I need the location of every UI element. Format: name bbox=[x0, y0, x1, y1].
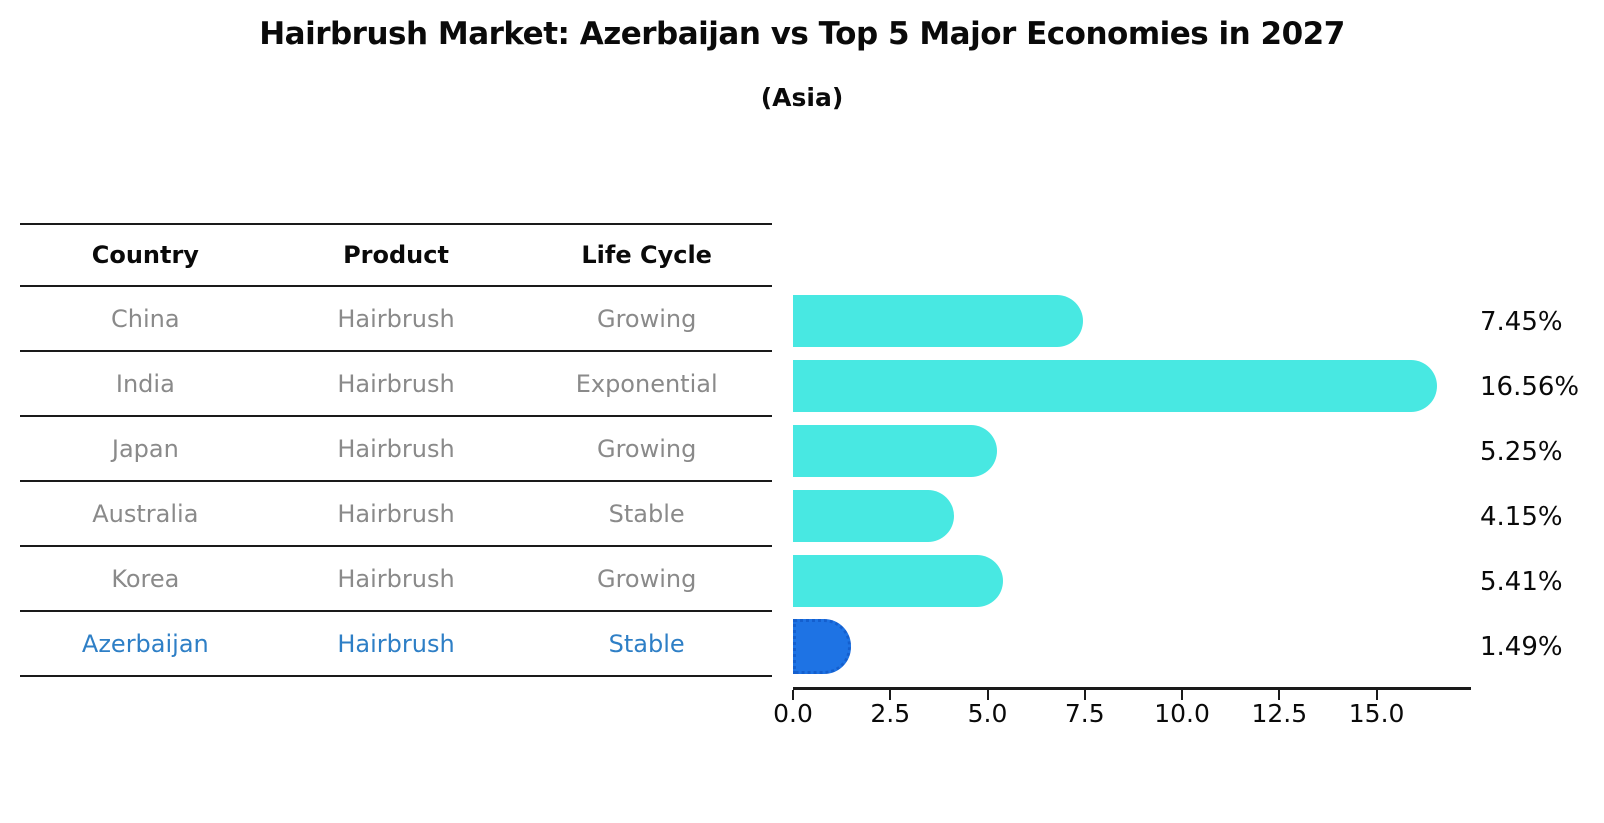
value-label: 7.45% bbox=[1480, 306, 1563, 337]
value-label: 5.41% bbox=[1480, 566, 1563, 597]
x-axis-tick-label: 5.0 bbox=[967, 699, 1008, 728]
life-cycle-cell: Exponential bbox=[575, 369, 718, 398]
product-cell: Hairbrush bbox=[337, 304, 455, 333]
x-axis-tick-mark bbox=[1181, 690, 1184, 700]
chart-subtitle: (Asia) bbox=[760, 83, 844, 112]
x-axis-tick-label: 10.0 bbox=[1154, 699, 1210, 728]
column-header-life-cycle: Life Cycle bbox=[581, 241, 712, 269]
value-label: 5.25% bbox=[1480, 436, 1563, 467]
x-axis-tick-mark bbox=[1083, 690, 1086, 700]
column-header-product: Product bbox=[343, 241, 449, 269]
table-row: China Hairbrush Growing bbox=[20, 287, 772, 352]
column-header-country: Country bbox=[91, 241, 199, 269]
table-row: Japan Hairbrush Growing bbox=[20, 417, 772, 482]
country-cell: Korea bbox=[111, 564, 180, 593]
product-cell: Hairbrush bbox=[337, 499, 455, 528]
x-axis-tick-mark bbox=[986, 690, 989, 700]
life-cycle-cell: Growing bbox=[596, 564, 697, 593]
x-axis-tick-label: 12.5 bbox=[1251, 699, 1308, 728]
table-row: Australia Hairbrush Stable bbox=[20, 482, 772, 547]
bar-india bbox=[793, 360, 1438, 412]
bar-chart-area bbox=[793, 289, 1470, 679]
bar-azerbaijan-highlighted bbox=[793, 619, 851, 674]
x-axis-tick-label: 7.5 bbox=[1064, 699, 1105, 728]
life-cycle-cell: Growing bbox=[596, 434, 697, 463]
country-cell: Australia bbox=[92, 499, 199, 528]
value-label-column: 7.45% 16.56% 5.25% 4.15% 5.41% 1.49% bbox=[1480, 289, 1600, 679]
bar-row bbox=[793, 549, 1470, 614]
x-axis-tick-label: 15.0 bbox=[1348, 699, 1405, 728]
product-cell: Hairbrush bbox=[337, 629, 455, 658]
table-row-highlighted-azerbaijan: Azerbaijan Hairbrush Stable bbox=[20, 612, 772, 677]
bar-row bbox=[793, 419, 1470, 484]
country-cell: Japan bbox=[111, 434, 179, 463]
bar-china bbox=[793, 295, 1083, 347]
country-cell: China bbox=[111, 304, 180, 333]
x-axis-tick-mark bbox=[889, 690, 892, 700]
bar-row bbox=[793, 484, 1470, 549]
value-label: 1.49% bbox=[1480, 631, 1563, 662]
life-cycle-cell: Growing bbox=[596, 304, 697, 333]
x-axis-tick-label: 0.0 bbox=[773, 699, 813, 728]
x-axis-tick-mark bbox=[792, 690, 794, 700]
bar-row bbox=[793, 614, 1470, 679]
bar-row bbox=[793, 354, 1470, 419]
x-axis-tick-label: 2.5 bbox=[870, 699, 911, 728]
x-axis-line bbox=[793, 687, 1471, 690]
x-axis-tick-mark bbox=[1278, 690, 1281, 700]
chart-title: Hairbrush Market: Azerbaijan vs Top 5 Ma… bbox=[259, 16, 1345, 52]
product-cell: Hairbrush bbox=[337, 369, 455, 398]
table-row: India Hairbrush Exponential bbox=[20, 352, 772, 417]
life-cycle-cell: Stable bbox=[608, 499, 685, 528]
product-cell: Hairbrush bbox=[337, 434, 455, 463]
country-cell: Azerbaijan bbox=[81, 629, 209, 658]
country-cell: India bbox=[115, 369, 175, 398]
value-label: 16.56% bbox=[1480, 371, 1580, 402]
value-label: 4.15% bbox=[1480, 501, 1563, 532]
bar-row bbox=[793, 289, 1470, 354]
bar-australia bbox=[793, 490, 955, 542]
bar-japan bbox=[793, 425, 998, 477]
product-cell: Hairbrush bbox=[337, 564, 455, 593]
x-axis-tick-mark bbox=[1375, 690, 1378, 700]
bar-korea bbox=[793, 555, 1004, 607]
table-header-row: Country Product Life Cycle bbox=[20, 223, 772, 287]
data-table: Country Product Life Cycle China Hairbru… bbox=[20, 223, 772, 677]
life-cycle-cell: Stable bbox=[608, 629, 685, 658]
table-row: Korea Hairbrush Growing bbox=[20, 547, 772, 612]
